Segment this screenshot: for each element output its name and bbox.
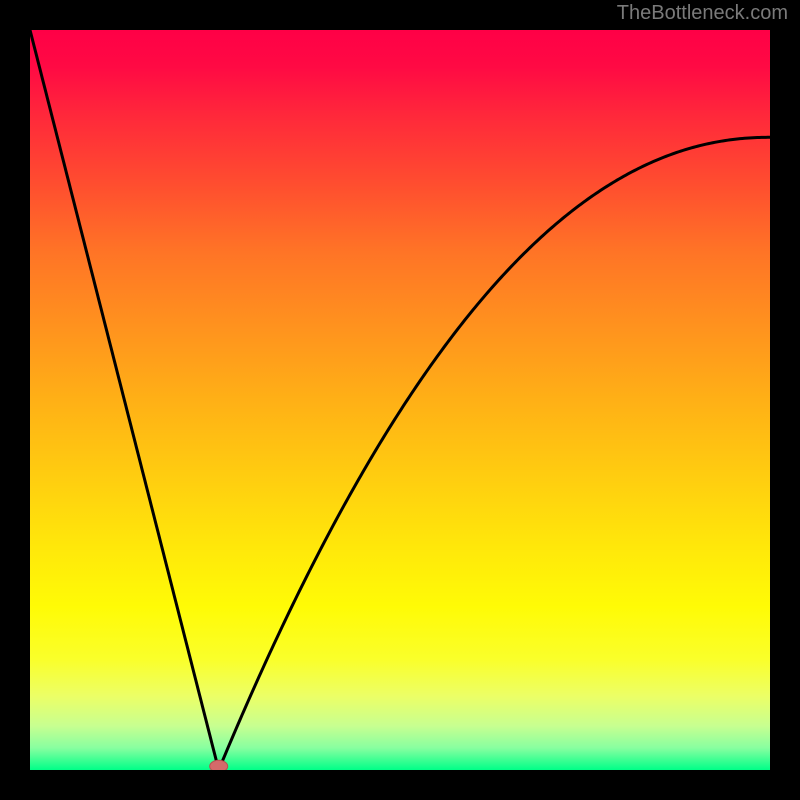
chart-svg (0, 0, 800, 800)
plot-background (30, 30, 770, 770)
bottleneck-chart: TheBottleneck.com (0, 0, 800, 800)
